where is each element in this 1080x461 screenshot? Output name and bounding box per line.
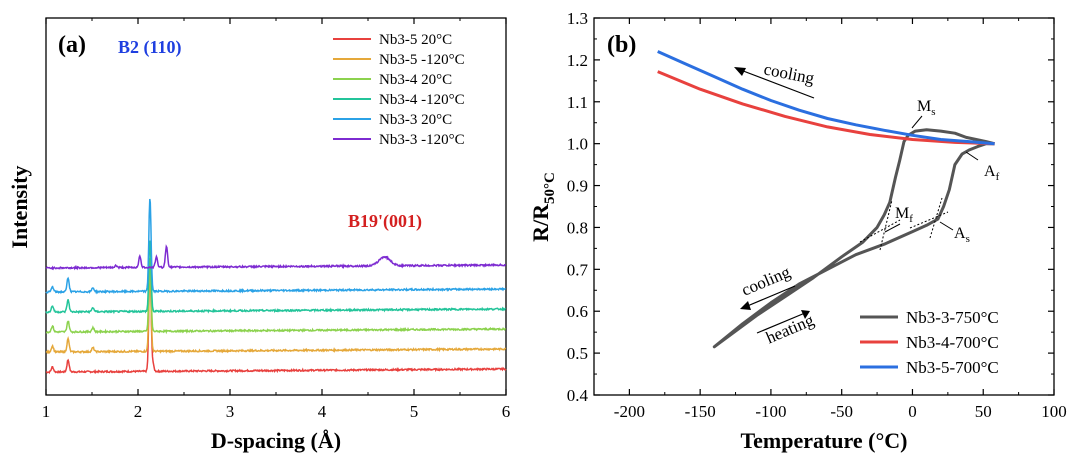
panel-a-x-label: D-spacing (Å): [211, 428, 341, 453]
arrow-ms: [911, 115, 923, 129]
annotation-heating: heating: [763, 310, 817, 347]
a-legend-label: Nb3-3 -120°C: [379, 132, 465, 148]
panel-b-x-tick-labels: -200 -150 -100 -50 0 50 100: [614, 402, 1067, 421]
panel-a: 1 2 3 4 5 6 (a) B2 (110) B19'(001) Nb3-5 20°C…: [7, 17, 511, 453]
arrow-af: [965, 151, 979, 161]
panel-b-y-label: R/R50°C: [528, 172, 558, 242]
a-x-tick-label: 4: [318, 402, 327, 421]
arrow-heating: [756, 312, 806, 334]
a-legend-label: Nb3-4 -120°C: [379, 92, 465, 108]
a-x-tick-label: 6: [502, 402, 511, 421]
b-y-tick-label: 0.5: [567, 344, 588, 363]
annotation-b19: B19'(001): [348, 211, 422, 232]
a-legend-label: Nb3-5 -120°C: [379, 52, 465, 68]
b-y-tick-label: 1.0: [567, 135, 588, 154]
a-legend-label: Nb3-4 20°C: [379, 72, 452, 88]
arrow-mf: [884, 223, 901, 233]
panel-b-ticks: [594, 17, 1055, 396]
tangent-mf-2: [879, 199, 893, 251]
a-x-tick-label: 1: [42, 402, 51, 421]
b-legend-label: Nb3-5-700°C: [906, 358, 999, 377]
series-nb3-3-20-c: [45, 198, 506, 295]
b-y-tick-label: 0.6: [567, 302, 588, 321]
arrow-cooling-top: [737, 68, 815, 99]
panel-b-y-tick-labels: 0.4 0.5 0.6 0.7 0.8 0.9 1.0 1.1 1.2 1.3: [567, 9, 589, 405]
b-y-tick-label: 1.1: [567, 93, 588, 112]
tangent-as-2: [929, 197, 943, 239]
arrow-cooling-top-head: [734, 67, 746, 76]
panel-a-series: [45, 198, 507, 375]
b-y-tick-label: 1.2: [567, 51, 588, 70]
b-legend-label: Nb3-4-700°C: [906, 333, 999, 352]
b-x-tick-label: -150: [685, 402, 716, 421]
annotation-b2: B2 (110): [118, 37, 182, 58]
a-legend-label: Nb3-3 20°C: [379, 112, 452, 128]
a-x-tick-label: 2: [134, 402, 143, 421]
series-nb3-3-750-c: [712, 128, 995, 349]
annotation-mf: Mf: [895, 205, 913, 225]
annotation-as: As: [954, 225, 970, 245]
panel-b-x-label: Temperature (°C): [740, 428, 907, 453]
series-nb3-5-120-c: [45, 265, 507, 355]
panel-a-y-label: Intensity: [7, 165, 32, 248]
series-nb3-3-120-c: [45, 244, 507, 271]
series-nb3-4-20-c: [45, 258, 506, 335]
series-nb3-5-700-c: [657, 50, 995, 146]
b-y-tick-label: 0.7: [567, 260, 589, 279]
b-x-tick-label: -200: [614, 402, 645, 421]
panel-a-ticks: [45, 18, 507, 395]
a-legend-label: Nb3-5 20°C: [379, 32, 452, 48]
annotation-af: Af: [984, 163, 1000, 183]
series-nb3-4-120-c: [45, 240, 506, 315]
b-x-tick-label: -100: [755, 402, 786, 421]
b-y-tick-label: 0.8: [567, 218, 588, 237]
panel-b-series: [657, 50, 995, 349]
arrow-cooling-bottom: [744, 285, 796, 308]
b-x-tick-label: -50: [830, 402, 853, 421]
tangent-as-1: [909, 211, 949, 229]
b-y-tick-label: 1.3: [567, 9, 588, 28]
b-legend-label: Nb3-3-750°C: [906, 308, 999, 327]
b-x-tick-label: 0: [908, 402, 917, 421]
b-x-tick-label: 100: [1041, 402, 1067, 421]
b-x-tick-label: 50: [975, 402, 992, 421]
b-y-tick-label: 0.4: [567, 386, 589, 405]
annotation-ms: Ms: [917, 98, 936, 118]
panel-b: -200 -150 -100 -50 0 50 100 0.4 0.5 0.6 0.7 0.8 0.9…: [528, 9, 1067, 453]
a-x-tick-label: 5: [410, 402, 419, 421]
panel-b-legend: Nb3-3-750°C Nb3-4-700°C Nb3-5-700°C: [860, 308, 999, 377]
b-y-tick-label: 0.9: [567, 177, 588, 196]
annotation-cooling-top: cooling: [762, 59, 816, 87]
series-nb3-5-20-c: [45, 266, 507, 375]
arrow-as: [939, 221, 954, 231]
panel-a-legend: Nb3-5 20°C Nb3-5 -120°C Nb3-4 20°C Nb3-4 -1…: [333, 32, 465, 148]
panel-a-x-tick-labels: 1 2 3 4 5 6: [42, 402, 511, 421]
arrow-cooling-bottom-head: [740, 301, 751, 310]
panel-a-label: (a): [58, 32, 86, 58]
panel-b-label: (b): [607, 32, 636, 58]
arrow-heating-head: [801, 310, 810, 319]
series-nb3-4-700-c: [657, 70, 995, 146]
a-x-tick-label: 3: [226, 402, 235, 421]
